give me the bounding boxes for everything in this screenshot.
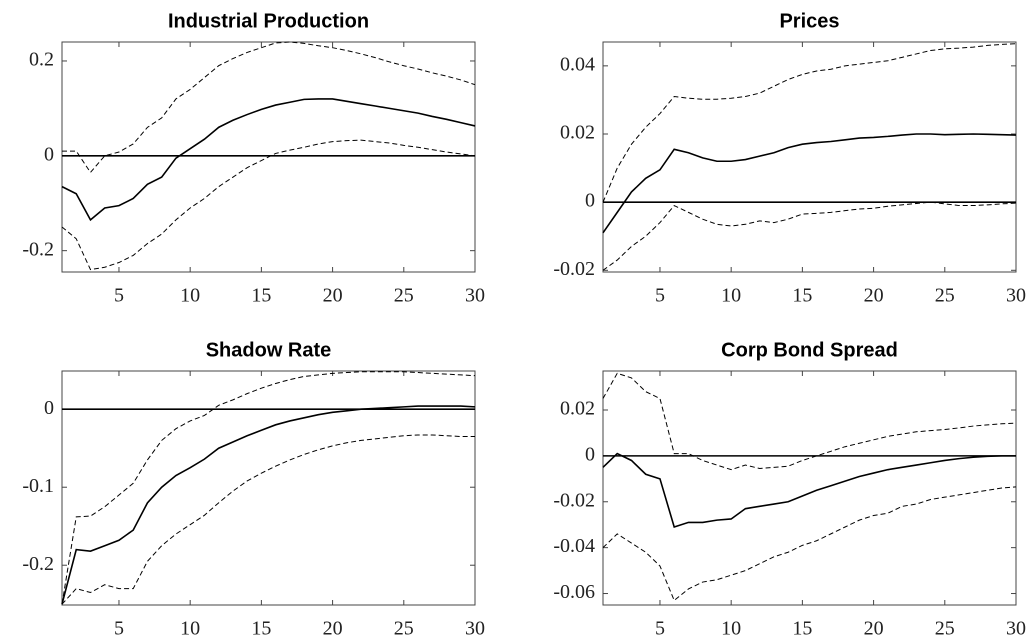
x-tick-label: 5 xyxy=(655,285,665,307)
y-tick-label: 0 xyxy=(585,443,595,465)
irf-line xyxy=(61,139,476,271)
y-tick-label: 0.04 xyxy=(560,53,595,75)
y-tick-label: 0.2 xyxy=(29,49,54,71)
x-tick-label: 10 xyxy=(180,618,200,640)
x-tick-label: 20 xyxy=(323,285,343,307)
axes-box xyxy=(61,370,476,606)
irf-line xyxy=(602,43,1017,203)
x-tick-label: 20 xyxy=(864,285,884,307)
x-tick-label: 10 xyxy=(180,285,200,307)
axes-box xyxy=(61,41,476,273)
x-tick-label: 20 xyxy=(323,618,343,640)
y-tick-label: -0.1 xyxy=(22,475,54,497)
x-tick-label: 30 xyxy=(465,285,485,307)
y-tick-label: -0.04 xyxy=(553,535,595,557)
chart-title: Industrial Production xyxy=(168,10,369,32)
irf-line xyxy=(602,452,1016,529)
x-tick-label: 15 xyxy=(251,618,271,640)
y-tick-label: 0.02 xyxy=(560,398,595,420)
y-tick-label: -0.02 xyxy=(553,489,595,511)
x-tick-label: 15 xyxy=(792,618,812,640)
x-tick-label: 30 xyxy=(1006,618,1026,640)
irf-line xyxy=(61,98,476,222)
y-tick-label: 0.02 xyxy=(560,122,595,144)
axes-box xyxy=(602,41,1017,273)
irf-line xyxy=(62,41,476,174)
irf-line xyxy=(61,434,475,605)
x-tick-label: 5 xyxy=(655,618,665,640)
chart-title: Prices xyxy=(779,10,839,32)
x-tick-label: 15 xyxy=(251,285,271,307)
x-tick-label: 15 xyxy=(792,285,812,307)
x-tick-label: 10 xyxy=(721,285,741,307)
axes-box xyxy=(602,370,1017,606)
x-tick-label: 5 xyxy=(114,618,124,640)
irf-line xyxy=(61,405,476,605)
irf-line xyxy=(602,201,1017,271)
x-tick-label: 20 xyxy=(864,618,884,640)
y-tick-label: -0.2 xyxy=(22,238,54,260)
y-tick-label: -0.06 xyxy=(553,581,595,603)
y-tick-label: -0.2 xyxy=(22,553,54,575)
chart-title: Corp Bond Spread xyxy=(721,339,898,361)
y-tick-label: 0 xyxy=(44,397,54,419)
x-tick-label: 10 xyxy=(721,618,741,640)
x-tick-label: 25 xyxy=(394,285,414,307)
x-tick-label: 25 xyxy=(935,618,955,640)
x-tick-label: 30 xyxy=(1006,285,1026,307)
x-tick-label: 25 xyxy=(935,285,955,307)
y-tick-label: -0.02 xyxy=(553,258,595,280)
y-tick-label: 0 xyxy=(44,143,54,165)
x-tick-label: 30 xyxy=(465,618,485,640)
y-tick-label: 0 xyxy=(585,190,595,212)
irf-line xyxy=(61,371,476,605)
irf-line xyxy=(602,372,1017,471)
chart-title: Shadow Rate xyxy=(206,339,332,361)
irf-line xyxy=(602,486,1017,602)
irf-line xyxy=(602,133,1017,234)
x-tick-label: 5 xyxy=(114,285,124,307)
x-tick-label: 25 xyxy=(394,618,414,640)
